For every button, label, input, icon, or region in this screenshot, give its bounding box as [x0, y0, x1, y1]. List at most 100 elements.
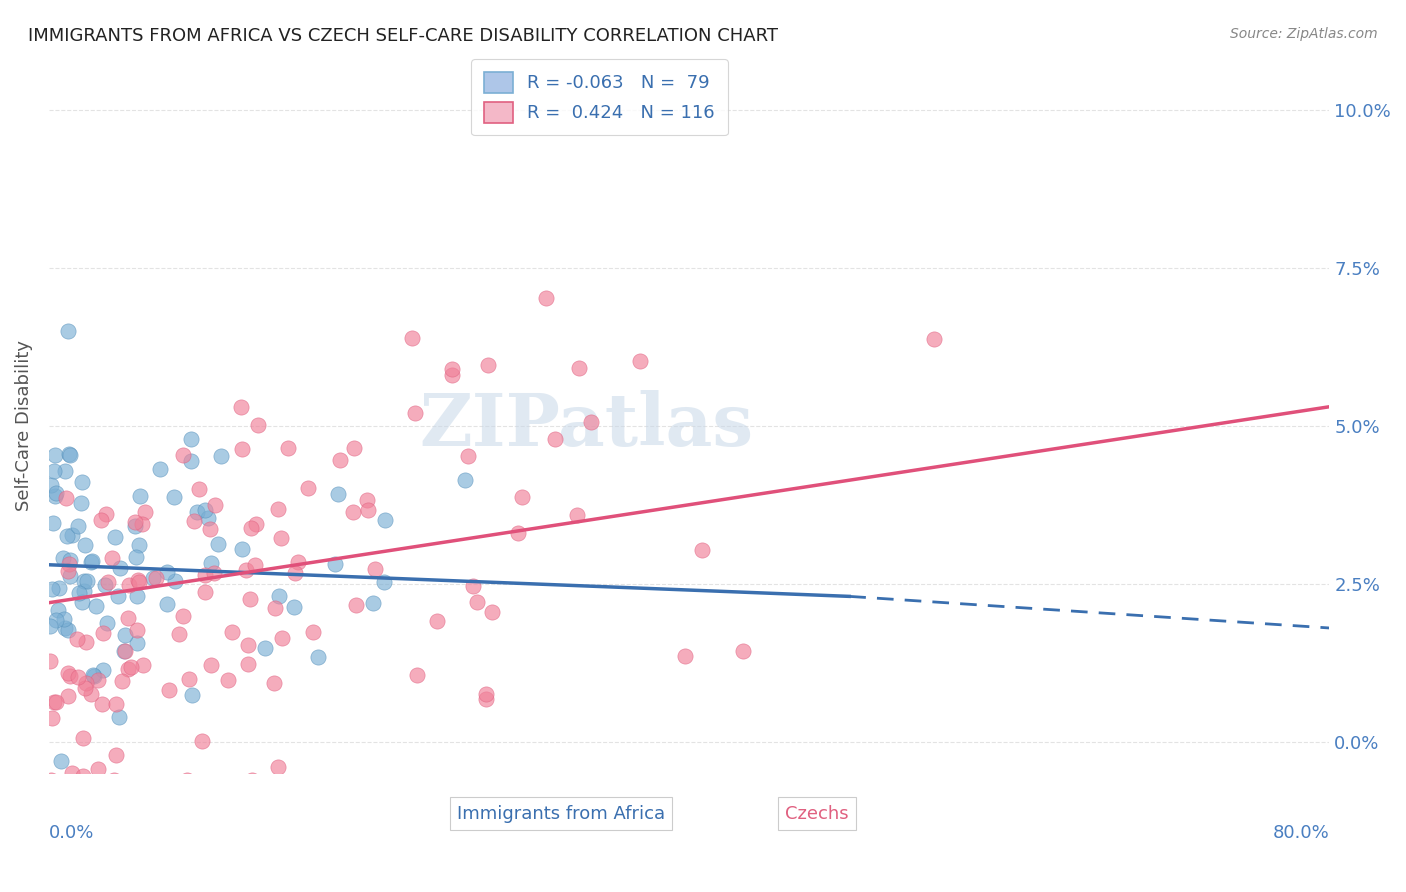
- Point: [127, 573, 149, 587]
- Point: [104, 747, 127, 762]
- Point: [60, 766, 83, 780]
- Point: [465, 595, 488, 609]
- Point: [125, 589, 148, 603]
- Point: [404, 406, 426, 420]
- Point: [96, 615, 118, 630]
- Text: IMMIGRANTS FROM AFRICA VS CZECH SELF-CARE DISABILITY CORRELATION CHART: IMMIGRANTS FROM AFRICA VS CZECH SELF-CAR…: [28, 27, 778, 45]
- Point: [58, 447, 80, 461]
- Point: [361, 596, 384, 610]
- Point: [373, 574, 395, 589]
- Point: [236, 657, 259, 672]
- Point: [172, 448, 194, 462]
- Point: [567, 508, 589, 522]
- Point: [56, 666, 79, 681]
- Point: [297, 481, 319, 495]
- Point: [114, 628, 136, 642]
- Point: [731, 644, 754, 658]
- Point: [200, 522, 222, 536]
- Point: [231, 442, 253, 457]
- Point: [75, 675, 97, 690]
- Point: [125, 549, 148, 564]
- Point: [149, 462, 172, 476]
- Point: [42, 465, 65, 479]
- Point: [41, 711, 63, 725]
- Point: [53, 464, 76, 478]
- Point: [56, 529, 79, 543]
- Point: [80, 555, 103, 569]
- Point: [194, 503, 217, 517]
- Point: [243, 558, 266, 572]
- Point: [179, 673, 201, 687]
- Point: [193, 568, 215, 582]
- Point: [202, 566, 225, 580]
- Point: [127, 636, 149, 650]
- Point: [183, 514, 205, 528]
- Point: [39, 772, 62, 787]
- Point: [167, 627, 190, 641]
- Point: [117, 662, 139, 676]
- Point: [534, 291, 557, 305]
- Point: [284, 566, 307, 580]
- Point: [131, 516, 153, 531]
- Point: [132, 658, 155, 673]
- Point: [56, 564, 79, 578]
- Point: [510, 490, 533, 504]
- Point: [73, 681, 96, 695]
- Point: [186, 505, 208, 519]
- Point: [84, 599, 107, 613]
- Point: [329, 453, 352, 467]
- Point: [221, 625, 243, 640]
- Point: [76, 574, 98, 588]
- Point: [235, 563, 257, 577]
- Point: [142, 571, 165, 585]
- Point: [42, 695, 65, 709]
- Point: [83, 669, 105, 683]
- Point: [108, 710, 131, 724]
- Point: [343, 441, 366, 455]
- Point: [39, 478, 62, 492]
- Point: [59, 448, 82, 462]
- Point: [157, 682, 180, 697]
- Point: [45, 613, 67, 627]
- Point: [172, 609, 194, 624]
- Point: [66, 519, 89, 533]
- Point: [82, 668, 104, 682]
- Point: [44, 448, 66, 462]
- Text: ZIPatlas: ZIPatlas: [419, 390, 754, 461]
- Point: [181, 688, 204, 702]
- Point: [342, 505, 364, 519]
- Point: [270, 531, 292, 545]
- Point: [356, 492, 378, 507]
- Point: [41, 582, 63, 597]
- Point: [75, 634, 97, 648]
- Point: [44, 489, 66, 503]
- Point: [231, 541, 253, 556]
- Point: [287, 555, 309, 569]
- Point: [200, 557, 222, 571]
- Point: [194, 585, 217, 599]
- Point: [229, 400, 252, 414]
- Point: [70, 475, 93, 489]
- Point: [323, 557, 346, 571]
- Point: [46, 602, 69, 616]
- Point: [924, 332, 946, 346]
- Point: [197, 511, 219, 525]
- Point: [217, 673, 239, 687]
- Point: [425, 614, 447, 628]
- Point: [568, 360, 591, 375]
- Point: [69, 496, 91, 510]
- Point: [128, 538, 150, 552]
- Point: [474, 687, 496, 701]
- Point: [163, 490, 186, 504]
- Point: [114, 644, 136, 658]
- Text: Czechs: Czechs: [786, 805, 849, 822]
- Point: [475, 692, 498, 706]
- Point: [72, 731, 94, 746]
- Point: [52, 551, 75, 566]
- Point: [477, 359, 499, 373]
- Point: [67, 586, 90, 600]
- Point: [125, 623, 148, 637]
- Point: [104, 530, 127, 544]
- Point: [264, 601, 287, 615]
- Point: [111, 673, 134, 688]
